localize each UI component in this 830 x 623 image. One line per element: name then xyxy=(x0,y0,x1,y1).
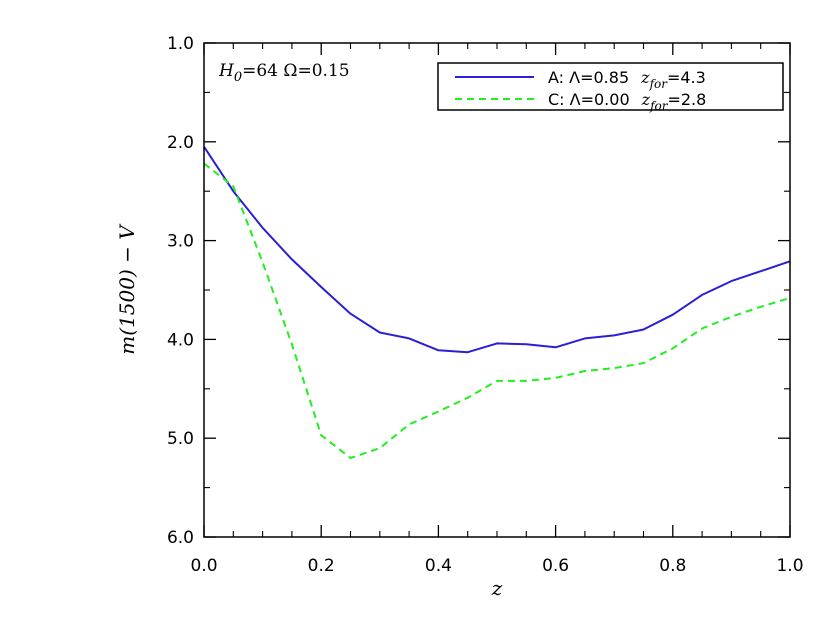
legend-c-suffix: =2.8 xyxy=(667,90,706,109)
legend-a-suffix: =4.3 xyxy=(667,68,706,87)
legend-box xyxy=(437,62,784,111)
plot-frame xyxy=(203,42,791,538)
legend-a-sub: for xyxy=(649,77,669,91)
series-line-a xyxy=(203,146,791,354)
annotation-h-symbol: H xyxy=(218,61,235,81)
series-layer xyxy=(203,146,791,459)
axis-ticks xyxy=(203,42,791,538)
legend-a-prefix: A: Λ=0.85 xyxy=(548,68,629,87)
annotation-h-value: =64 Ω=0.15 xyxy=(242,61,349,81)
y-tick-label: 4.0 xyxy=(167,330,194,350)
legend-entry-c: C: Λ=0.00 zfor=2.8 xyxy=(548,90,706,113)
x-tick-label: 0.2 xyxy=(308,556,335,576)
series-line-c xyxy=(203,162,791,459)
x-tick-label: 0.8 xyxy=(659,556,686,576)
y-tick-label: 1.0 xyxy=(167,34,194,54)
legend: A: Λ=0.85 zfor=4.3 C: Λ=0.00 zfor=2.8 xyxy=(437,62,784,113)
legend-c-prefix: C: Λ=0.00 xyxy=(548,90,630,109)
legend-a-z: z xyxy=(640,68,650,87)
y-tick-label: 5.0 xyxy=(167,429,194,449)
x-tick-label: 1.0 xyxy=(776,556,803,576)
legend-entry-a: A: Λ=0.85 zfor=4.3 xyxy=(548,68,706,91)
y-tick-label: 2.0 xyxy=(167,133,194,153)
legend-c-z: z xyxy=(641,90,651,109)
x-tick-labels: 0.0 0.2 0.4 0.6 0.8 1.0 xyxy=(190,556,803,576)
x-axis-title: z xyxy=(491,576,503,600)
x-tick-label: 0.0 xyxy=(190,556,217,576)
y-axis-title: m(1500) − V xyxy=(115,223,139,355)
legend-c-sub: for xyxy=(649,99,669,113)
x-tick-label: 0.4 xyxy=(425,556,452,576)
y-tick-labels: 1.0 2.0 3.0 4.0 5.0 6.0 xyxy=(167,34,194,548)
y-tick-label: 6.0 xyxy=(167,528,194,548)
y-tick-label: 3.0 xyxy=(167,232,194,252)
x-tick-label: 0.6 xyxy=(542,556,569,576)
parameter-annotation: H0=64 Ω=0.15 xyxy=(218,61,350,85)
annotation-h-subscript: 0 xyxy=(234,70,242,85)
